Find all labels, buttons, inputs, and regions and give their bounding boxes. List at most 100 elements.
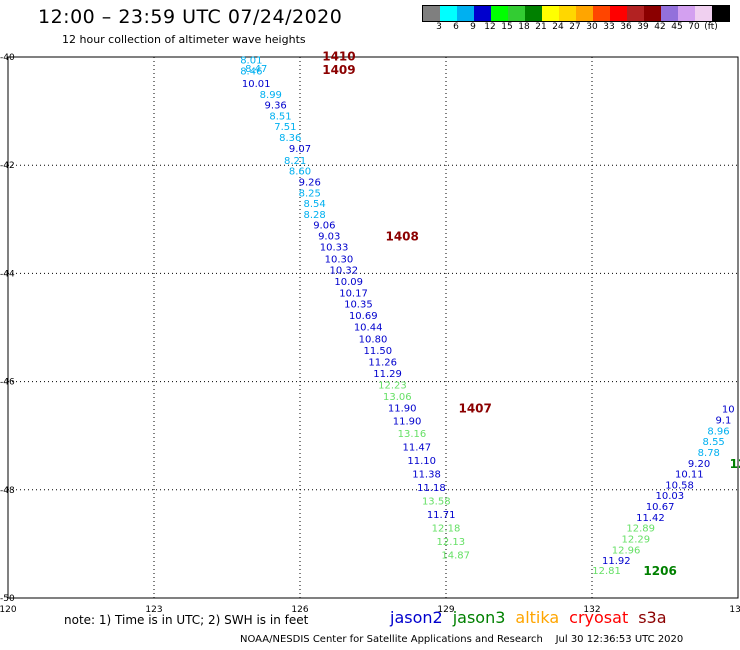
y-tick-label: -42 — [0, 161, 15, 171]
wave-height-label: 10 — [722, 405, 735, 416]
legend-swatch — [542, 6, 559, 21]
pass-time-label: 1410 — [322, 49, 355, 63]
legend-swatch — [559, 6, 576, 21]
wave-height-label: 13.16 — [398, 429, 427, 440]
wave-height-label: 11.92 — [602, 556, 631, 567]
wave-height-label: 12.23 — [378, 380, 407, 391]
y-tick-label: -46 — [0, 378, 15, 388]
legend-swatch — [491, 6, 508, 21]
legend-label: 36 — [620, 22, 632, 32]
wave-height-label: 13.06 — [383, 392, 412, 403]
legend-label: 3 — [436, 22, 442, 32]
legend-swatch — [508, 6, 525, 21]
satellite-cryosat: cryosat — [569, 608, 629, 627]
legend-swatch — [440, 6, 457, 21]
page-subtitle: 12 hour collection of altimeter wave hei… — [62, 33, 306, 46]
wave-height-label: 8.60 — [289, 167, 311, 178]
credit-text: NOAA/NESDIS Center for Satellite Applica… — [240, 634, 543, 645]
wave-height-label: 10.01 — [242, 79, 271, 90]
legend-label: 33 — [603, 22, 615, 32]
pass-time-label: 1409 — [322, 63, 355, 77]
satellite-legend: jason2 jason3 altika cryosat s3a — [390, 608, 677, 627]
x-tick-label: 135 — [729, 605, 740, 615]
legend-swatch — [576, 6, 593, 21]
wave-height-label: 13.58 — [422, 497, 451, 508]
wave-height-label: 12.89 — [626, 524, 655, 535]
wave-height-label: 11.71 — [427, 510, 456, 521]
wave-height-label: 10.32 — [329, 266, 358, 277]
wave-height-label: 14.87 — [441, 551, 470, 562]
wave-height-label: 11.29 — [373, 369, 402, 380]
wave-height-label: 12.18 — [432, 524, 461, 535]
wave-height-label: 8.25 — [299, 188, 321, 199]
x-tick-label: 126 — [291, 605, 308, 615]
wave-height-label: 10.30 — [325, 254, 354, 265]
footnote: note: 1) Time is in UTC; 2) SWH is in fe… — [64, 613, 309, 627]
y-tick-label: -44 — [0, 269, 15, 279]
wave-height-label: 9.26 — [299, 177, 321, 188]
legend-label: 21 — [535, 22, 547, 32]
wave-height-label: 11.50 — [364, 346, 393, 357]
y-tick-label: -40 — [0, 53, 15, 63]
legend-label: 12 — [484, 22, 496, 32]
wave-height-label: 11.90 — [388, 404, 417, 415]
wave-height-label: 8.51 — [269, 111, 291, 122]
legend-label: 15 — [501, 22, 513, 32]
wave-height-label: 12.96 — [612, 545, 641, 556]
wave-height-label: 10.09 — [334, 277, 363, 288]
wave-height-label: 11.26 — [368, 358, 397, 369]
wave-height-label: 10.58 — [665, 480, 694, 491]
x-tick-label: 129 — [437, 605, 454, 615]
legend-swatch — [644, 6, 661, 21]
x-tick-label: 120 — [0, 605, 17, 615]
legend-label: (ft) — [704, 22, 718, 32]
legend-label: 30 — [586, 22, 598, 32]
legend-label: 45 — [671, 22, 683, 32]
pass-time-label: 12 — [730, 457, 740, 471]
color-scale-legend — [422, 5, 730, 22]
wave-height-label: 7.51 — [274, 122, 296, 133]
wave-height-label: 8.55 — [703, 437, 725, 448]
wave-height-label: 9.03 — [318, 232, 340, 243]
wave-height-label: 12.81 — [592, 566, 621, 577]
wave-height-label: 8.99 — [260, 90, 282, 101]
wave-height-label: 9.1 — [715, 415, 731, 426]
legend-swatch — [423, 6, 440, 21]
wave-height-label: 8.21 — [284, 156, 306, 167]
pass-time-label: 1407 — [458, 402, 491, 416]
pass-time-label: 1408 — [385, 230, 418, 244]
wave-height-label: 9.36 — [265, 101, 287, 112]
wave-height-label: 11.47 — [402, 443, 431, 454]
wave-height-label: 8.36 — [279, 133, 301, 144]
legend-swatch — [695, 6, 712, 21]
satellite-jason3: jason3 — [452, 608, 506, 627]
x-tick-label: 132 — [583, 605, 600, 615]
color-scale-labels: 3 6 9 12 15 18 21 24 27 30 33 36 39 42 45 70 (ft) — [422, 22, 740, 34]
legend-label: 9 — [470, 22, 476, 32]
wave-height-label: 8.46 — [240, 67, 262, 78]
satellite-altika: altika — [515, 608, 560, 627]
wave-height-label: 8.01 — [240, 56, 262, 67]
wave-height-label: 10.35 — [344, 300, 373, 311]
y-tick-label: -48 — [0, 486, 15, 496]
legend-label: 24 — [552, 22, 564, 32]
satellite-s3a: s3a — [638, 608, 667, 627]
credit-line: NOAA/NESDIS Center for Satellite Applica… — [240, 634, 683, 645]
y-tick-label: -50 — [0, 594, 15, 604]
wave-height-label: 8.28 — [303, 210, 325, 221]
wave-height-label: 8.47 — [245, 64, 267, 75]
wave-height-label: 11.42 — [636, 513, 665, 524]
legend-label: 27 — [569, 22, 581, 32]
wave-height-label: 11.90 — [393, 417, 422, 428]
wave-height-label: 10.67 — [646, 502, 675, 513]
pass-time-label: 1206 — [643, 564, 676, 578]
wave-height-label: 10.80 — [359, 334, 388, 345]
legend-swatch — [457, 6, 474, 21]
wave-height-label: 10.44 — [354, 322, 383, 333]
wave-height-label: 12.29 — [621, 534, 650, 545]
wave-height-label: 8.96 — [707, 426, 729, 437]
wave-height-label: 11.18 — [417, 483, 446, 494]
legend-swatch — [678, 6, 695, 21]
legend-swatch — [661, 6, 678, 21]
